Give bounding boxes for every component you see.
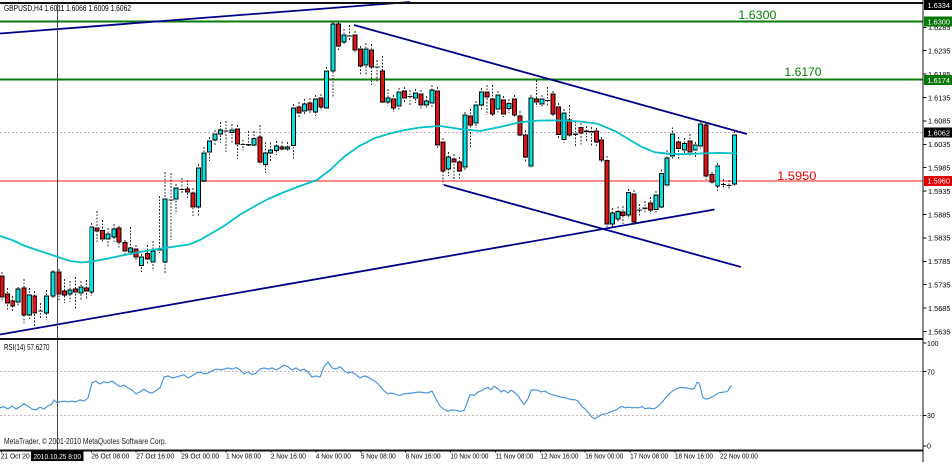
svg-text:1.5735: 1.5735 — [928, 281, 951, 290]
svg-text:10 Nov 00:00: 10 Nov 00:00 — [451, 452, 489, 461]
svg-text:1.6035: 1.6035 — [928, 140, 951, 149]
svg-text:1.6062: 1.6062 — [928, 128, 951, 137]
svg-text:1.5685: 1.5685 — [928, 304, 951, 313]
svg-text:4 Nov 00:00: 4 Nov 00:00 — [316, 452, 351, 461]
svg-text:1 Nov 08:00: 1 Nov 08:00 — [226, 452, 261, 461]
svg-text:RSI(14) 57.6270: RSI(14) 57.6270 — [4, 343, 50, 352]
svg-text:29 Oct 00:00: 29 Oct 00:00 — [181, 452, 219, 461]
svg-text:1.5785: 1.5785 — [928, 257, 951, 266]
svg-text:5 Nov 08:00: 5 Nov 08:00 — [361, 452, 396, 461]
svg-text:1.5935: 1.5935 — [928, 187, 951, 196]
svg-text:1.6085: 1.6085 — [928, 117, 951, 126]
svg-text:1.5885: 1.5885 — [928, 210, 951, 219]
svg-text:1.6235: 1.6235 — [928, 47, 951, 56]
svg-text:27 Oct 16:00: 27 Oct 16:00 — [136, 452, 174, 461]
svg-text:1.5950: 1.5950 — [777, 169, 817, 183]
svg-text:2 Nov 16:00: 2 Nov 16:00 — [271, 452, 306, 461]
svg-text:26 Oct 08:00: 26 Oct 08:00 — [91, 452, 129, 461]
svg-text:MetaTrader, © 2001-2010 MetaQu: MetaTrader, © 2001-2010 MetaQuotes Softw… — [4, 437, 167, 446]
svg-text:GBPUSD,H4 1.6011 1.6066 1.6009: GBPUSD,H4 1.6011 1.6066 1.6009 1.6062 — [4, 4, 131, 13]
svg-text:1.5960: 1.5960 — [928, 177, 951, 186]
svg-text:8 Nov 16:00: 8 Nov 16:00 — [406, 452, 441, 461]
svg-text:1.6285: 1.6285 — [928, 23, 951, 32]
svg-text:70: 70 — [927, 367, 935, 376]
svg-text:1.5985: 1.5985 — [928, 164, 951, 173]
svg-text:1.6170: 1.6170 — [785, 65, 822, 79]
svg-text:1.6334: 1.6334 — [928, 1, 951, 10]
svg-text:12 Nov 16:00: 12 Nov 16:00 — [540, 452, 578, 461]
svg-text:0: 0 — [927, 442, 931, 451]
svg-text:2010.10.25 8:00: 2010.10.25 8:00 — [34, 452, 82, 461]
svg-text:17 Nov 08:00: 17 Nov 08:00 — [630, 452, 668, 461]
svg-text:1.6300: 1.6300 — [928, 17, 951, 26]
svg-text:1.5835: 1.5835 — [928, 234, 951, 243]
svg-text:18 Nov 16:00: 18 Nov 16:00 — [675, 452, 713, 461]
svg-text:11 Nov 08:00: 11 Nov 08:00 — [495, 452, 533, 461]
svg-text:1.6135: 1.6135 — [928, 93, 951, 102]
svg-text:1.6174: 1.6174 — [928, 76, 951, 85]
svg-text:1.6300: 1.6300 — [738, 8, 776, 22]
svg-text:100: 100 — [927, 339, 939, 348]
svg-text:1.5635: 1.5635 — [928, 327, 951, 336]
svg-text:1.6185: 1.6185 — [928, 70, 951, 79]
svg-text:16 Nov 00:00: 16 Nov 00:00 — [585, 452, 623, 461]
svg-text:22 Nov 00:00: 22 Nov 00:00 — [720, 452, 758, 461]
svg-text:30: 30 — [927, 411, 935, 420]
svg-text:21 Oct 20: 21 Oct 20 — [1, 452, 30, 461]
